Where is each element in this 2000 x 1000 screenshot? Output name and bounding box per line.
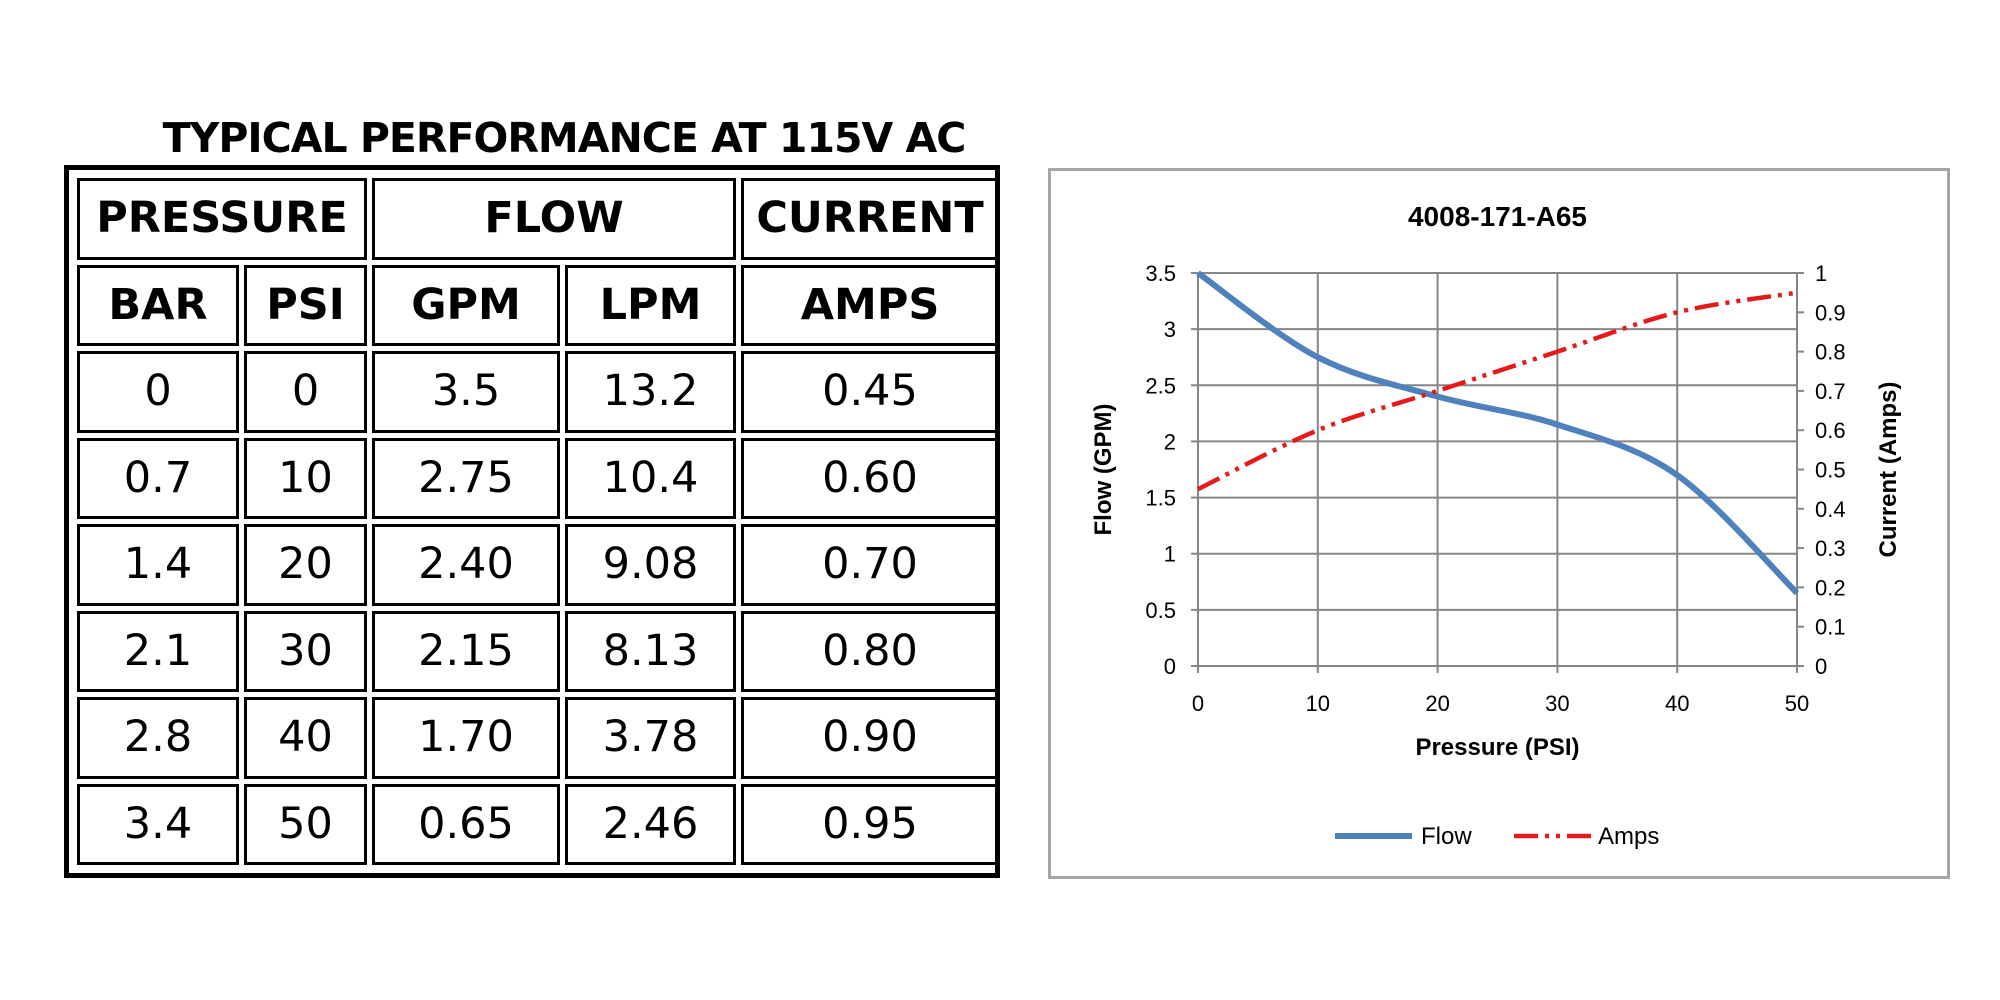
series-line-amps (1197, 290, 1798, 492)
y2-tick-label: 0.2 (1815, 575, 1846, 600)
cell-lpm: 2.46 (565, 783, 737, 865)
chart-legend: Flow Amps (1335, 823, 1659, 850)
cell-psi: 40 (244, 697, 368, 779)
cell-bar: 0.7 (77, 437, 239, 519)
cell-amps: 0.45 (741, 351, 1000, 433)
y2-tick-label: 0.4 (1815, 497, 1846, 522)
y-tick-label: 0 (1164, 654, 1176, 679)
table-title: TYPICAL PERFORMANCE AT 115V AC (162, 114, 967, 162)
y2-tick-label: 0.5 (1815, 458, 1846, 483)
table-row: 1.4 20 2.40 9.08 0.70 (77, 524, 1000, 606)
cell-amps: 0.95 (741, 783, 1000, 865)
x-tick-label: 20 (1425, 691, 1449, 716)
y-axis-title: Flow (GPM) (1090, 404, 1117, 536)
chart-svg: 0 0.5 1 1.5 2 2.5 3 3.5 0 0.1 0.2 0.3 0.4 0.5 0.6 0.7 0.… (1090, 201, 1902, 850)
cell-psi: 0 (244, 351, 368, 433)
y2-axis-title: Current (Amps) (1875, 381, 1902, 557)
y-tick-label: 3 (1164, 317, 1176, 342)
chart-axes (1191, 272, 1804, 673)
cell-gpm: 0.65 (372, 783, 561, 865)
x-tick-label: 10 (1306, 691, 1330, 716)
group-header-row: PRESSURE FLOW CURRENT (77, 178, 1000, 260)
cell-lpm: 8.13 (565, 610, 737, 692)
cell-psi: 30 (244, 610, 368, 692)
y2-tick-label: 0.7 (1815, 379, 1846, 404)
cell-gpm: 3.5 (372, 351, 561, 433)
legend-label-flow: Flow (1421, 823, 1472, 850)
table-row: 2.8 40 1.70 3.78 0.90 (77, 697, 1000, 779)
x-tick-label: 30 (1545, 691, 1569, 716)
y-tick-label: 0.5 (1145, 598, 1176, 623)
column-header-psi: PSI (244, 264, 368, 346)
series-line-flow (1196, 270, 1800, 596)
chart-grid (1197, 272, 1798, 667)
y2-tick-label: 0.9 (1815, 300, 1846, 325)
performance-table: PRESSURE FLOW CURRENT BAR PSI GPM LPM AM… (64, 165, 1000, 878)
y2-tick-label: 0.3 (1815, 536, 1846, 561)
column-header-gpm: GPM (372, 264, 561, 346)
cell-bar: 3.4 (77, 783, 239, 865)
table-row: 0 0 3.5 13.2 0.45 (77, 351, 1000, 433)
cell-lpm: 10.4 (565, 437, 737, 519)
group-header-pressure: PRESSURE (77, 178, 368, 260)
cell-amps: 0.70 (741, 524, 1000, 606)
cell-psi: 50 (244, 783, 368, 865)
y-tick-label: 3.5 (1145, 261, 1176, 286)
chart-labels: 0 0.5 1 1.5 2 2.5 3 3.5 0 0.1 0.2 0.3 0.4 0.5 0.6 0.7 0.… (1090, 201, 1902, 761)
y2-tick-label: 0.8 (1815, 340, 1846, 365)
chart-title: 4008-171-A65 (1408, 201, 1587, 232)
cell-amps: 0.90 (741, 697, 1000, 779)
table-row: 2.1 30 2.15 8.13 0.80 (77, 610, 1000, 692)
cell-gpm: 1.70 (372, 697, 561, 779)
x-axis-title: Pressure (PSI) (1415, 734, 1579, 761)
y2-tick-label: 1 (1815, 261, 1827, 286)
cell-lpm: 9.08 (565, 524, 737, 606)
cell-psi: 20 (244, 524, 368, 606)
cell-lpm: 13.2 (565, 351, 737, 433)
column-header-amps: AMPS (741, 264, 1000, 346)
y2-tick-label: 0 (1815, 654, 1827, 679)
group-header-flow: FLOW (372, 178, 737, 260)
y-tick-label: 1 (1164, 542, 1176, 567)
cell-bar: 2.8 (77, 697, 239, 779)
cell-gpm: 2.15 (372, 610, 561, 692)
column-header-bar: BAR (77, 264, 239, 346)
y-tick-label: 2 (1164, 429, 1176, 454)
cell-amps: 0.80 (741, 610, 1000, 692)
cell-psi: 10 (244, 437, 368, 519)
table-row: 3.4 50 0.65 2.46 0.95 (77, 783, 1000, 865)
x-tick-label: 50 (1785, 691, 1809, 716)
group-header-current: CURRENT (741, 178, 1000, 260)
cell-bar: 1.4 (77, 524, 239, 606)
cell-amps: 0.60 (741, 437, 1000, 519)
column-header-row: BAR PSI GPM LPM AMPS (77, 264, 1000, 346)
y2-tick-label: 0.1 (1815, 615, 1846, 640)
cell-gpm: 2.40 (372, 524, 561, 606)
chart-series (1196, 270, 1800, 596)
cell-lpm: 3.78 (565, 697, 737, 779)
y-tick-label: 2.5 (1145, 373, 1176, 398)
legend-label-amps: Amps (1598, 823, 1659, 850)
table-row: 0.7 10 2.75 10.4 0.60 (77, 437, 1000, 519)
chart-area: 0 0.5 1 1.5 2 2.5 3 3.5 0 0.1 0.2 0.3 0.4 0.5 0.6 0.7 0.… (1048, 168, 1950, 879)
cell-bar: 2.1 (77, 610, 239, 692)
column-header-lpm: LPM (565, 264, 737, 346)
cell-bar: 0 (77, 351, 239, 433)
x-tick-label: 0 (1192, 691, 1204, 716)
y-tick-label: 1.5 (1145, 486, 1176, 511)
cell-gpm: 2.75 (372, 437, 561, 519)
y2-tick-label: 0.6 (1815, 418, 1846, 443)
x-tick-label: 40 (1665, 691, 1689, 716)
